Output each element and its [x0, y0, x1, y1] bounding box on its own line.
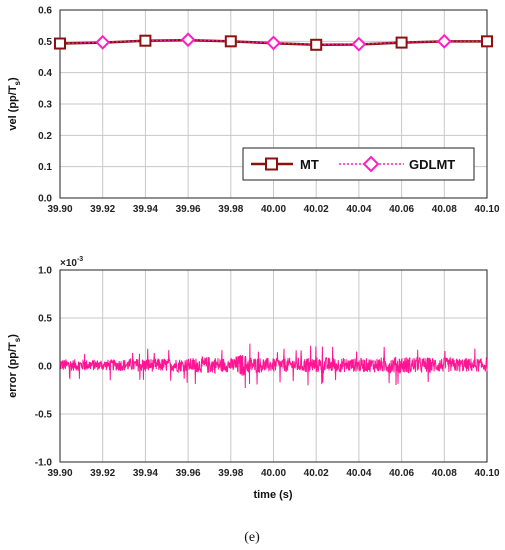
gdlmt-marker — [351, 36, 367, 52]
velocity-x-tick-label: 39.96 — [176, 204, 201, 215]
velocity-x-tick-label: 39.90 — [47, 204, 72, 215]
velocity-y-tick-label: 0.3 — [38, 100, 52, 111]
legend-gdlmt-label: GDLMT — [409, 157, 455, 172]
error-x-tick-label: 39.94 — [133, 468, 158, 479]
velocity-y-tick-label: 0.5 — [38, 37, 52, 48]
velocity-y-tick-label: 0.4 — [38, 68, 52, 79]
legend-mt-marker — [265, 157, 278, 171]
error-exponent-label: ×10-3 — [60, 256, 83, 269]
error-x-tick-label: 40.06 — [389, 468, 414, 479]
gdlmt-marker — [436, 33, 452, 49]
velocity-x-tick-label: 39.92 — [90, 204, 115, 215]
velocity-x-tick-label: 40.02 — [304, 204, 329, 215]
figure-caption: (e) — [244, 530, 260, 545]
mt-marker — [481, 35, 493, 48]
velocity-x-tick-label: 40.10 — [474, 204, 499, 215]
error-exponent-base: ×10 — [60, 258, 77, 269]
gdlmt-marker — [180, 32, 196, 48]
velocity-x-tick-label: 39.98 — [218, 204, 243, 215]
error-y-tick-label: 0.0 — [38, 362, 52, 373]
velocity-y-tick-label: 0.0 — [38, 194, 52, 205]
gdlmt-marker — [95, 34, 111, 50]
error-ylabel-main: error (pp/T — [7, 342, 19, 398]
velocity-legend: MT GDLMT — [242, 147, 475, 181]
error-x-tick-label: 40.10 — [474, 468, 499, 479]
error-chart: 39.90 39.92 39.94 39.96 39.98 40.00 40.02 40.04… — [7, 256, 500, 501]
gdlmt-marker — [266, 35, 281, 51]
error-x-tick-label: 39.96 — [176, 468, 201, 479]
velocity-x-tick-label: 40.06 — [389, 204, 414, 215]
mt-marker — [139, 34, 152, 47]
velocity-plot-frame — [59, 9, 488, 199]
velocity-y-axis-label: vel (pp/Ts) — [7, 77, 22, 131]
mt-marker — [310, 38, 323, 51]
velocity-y-tick-label: 0.2 — [38, 131, 52, 142]
mt-marker — [224, 35, 237, 48]
velocity-x-tick-label: 40.04 — [346, 204, 371, 215]
velocity-y-tick-label: 0.1 — [38, 162, 52, 173]
error-y-tick-label: -0.5 — [35, 410, 53, 421]
mt-marker — [395, 36, 408, 49]
error-x-tick-label: 40.02 — [304, 468, 329, 479]
error-x-tick-label: 39.92 — [90, 468, 115, 479]
error-ylabel-sub: s — [13, 337, 22, 342]
error-x-tick-label: 39.90 — [47, 468, 72, 479]
error-y-axis-label: error (pp/Ts) — [7, 334, 22, 398]
velocity-ylabel-close: ) — [7, 77, 19, 81]
error-x-axis-label: time (s) — [253, 489, 292, 501]
error-y-tick-label: 1.0 — [38, 266, 52, 277]
velocity-x-tick-label: 40.08 — [432, 204, 457, 215]
velocity-chart: 39.90 39.92 39.94 39.96 39.98 40.00 40.02 40.04… — [7, 6, 500, 216]
error-x-tick-label: 40.04 — [346, 468, 371, 479]
error-tick-labels: 39.90 39.92 39.94 39.96 39.98 40.00 40.02 40.04… — [35, 266, 500, 480]
legend-gdlmt-marker — [362, 155, 380, 173]
error-x-tick-label: 40.08 — [432, 468, 457, 479]
error-y-tick-label: 0.5 — [38, 314, 52, 325]
error-y-tick-label: -1.0 — [35, 458, 53, 469]
velocity-y-tick-label: 0.6 — [38, 6, 52, 17]
error-x-tick-label: 40.00 — [261, 468, 286, 479]
error-ylabel-close: ) — [7, 334, 19, 338]
velocity-x-tick-label: 40.00 — [261, 204, 286, 215]
mt-marker — [54, 37, 66, 50]
velocity-x-tick-label: 39.94 — [133, 204, 158, 215]
legend-mt-label: MT — [300, 157, 319, 172]
velocity-series — [54, 32, 493, 52]
velocity-ylabel-main: vel (pp/T — [7, 85, 19, 131]
error-series — [59, 343, 488, 389]
error-exponent-power: -3 — [77, 256, 83, 263]
error-series-line — [59, 343, 488, 389]
velocity-tick-labels: 39.90 39.92 39.94 39.96 39.98 40.00 40.02 40.04… — [38, 6, 500, 216]
error-x-tick-label: 39.98 — [218, 468, 243, 479]
velocity-ylabel-sub: s — [13, 80, 22, 85]
